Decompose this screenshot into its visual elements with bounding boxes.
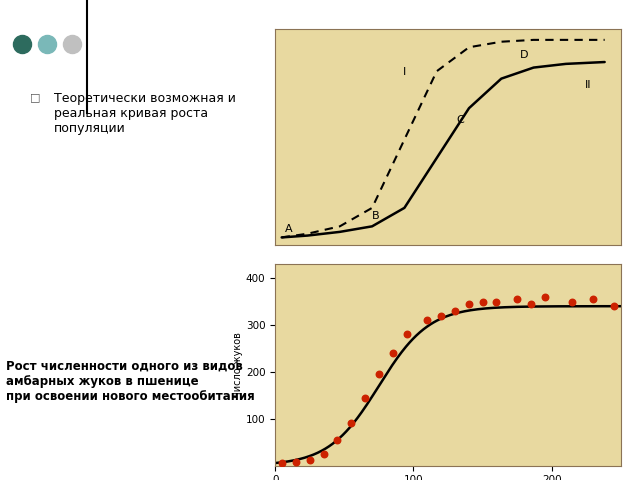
Point	[422, 316, 433, 324]
Point	[388, 349, 398, 357]
Text: D: D	[520, 50, 528, 60]
Point	[291, 458, 301, 466]
Text: C: C	[456, 115, 464, 125]
Point	[540, 293, 550, 300]
Point	[277, 459, 287, 467]
Point	[450, 307, 460, 315]
Text: A: A	[285, 224, 292, 234]
Point	[360, 394, 370, 401]
Text: I: I	[403, 67, 406, 77]
Point	[305, 456, 315, 464]
Text: B: B	[372, 211, 380, 221]
Point	[346, 420, 356, 427]
Point	[463, 300, 474, 308]
Point	[374, 371, 384, 378]
Point	[401, 331, 412, 338]
Text: II: II	[585, 80, 592, 90]
Point	[512, 295, 522, 303]
Point	[609, 302, 619, 310]
Point	[436, 312, 446, 319]
Point	[526, 300, 536, 308]
Point	[332, 436, 342, 444]
Point	[588, 295, 598, 303]
Text: Теоретически возможная и
реальная кривая роста
популяции: Теоретически возможная и реальная кривая…	[54, 92, 236, 135]
Point	[319, 450, 329, 458]
Y-axis label: Число жуков: Число жуков	[233, 332, 243, 398]
Point	[567, 298, 577, 305]
Text: Рост численности одного из видов
амбарных жуков в пшенице
при освоении нового ме: Рост численности одного из видов амбарны…	[6, 360, 255, 403]
Point	[477, 298, 488, 305]
Point	[492, 299, 502, 306]
Text: □: □	[30, 92, 40, 102]
